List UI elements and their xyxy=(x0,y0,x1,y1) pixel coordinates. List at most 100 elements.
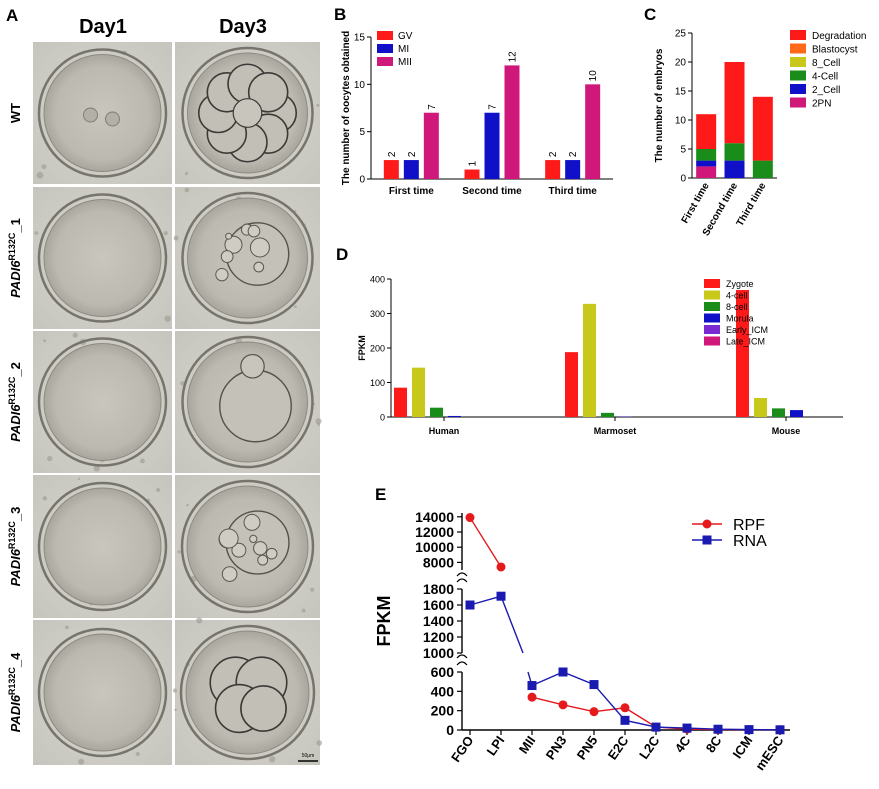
debris-speck xyxy=(310,587,315,592)
zona-pellucida xyxy=(37,627,168,758)
y-tick-label: 200 xyxy=(431,703,455,719)
legend-swatch xyxy=(704,279,720,288)
bar-zygote xyxy=(565,352,578,417)
micrograph-tile-r5-c2 xyxy=(172,617,323,765)
point-rpf xyxy=(558,700,568,710)
y-tick-label: 5 xyxy=(359,127,365,138)
row-label-4: PADI6R132C_3 xyxy=(7,507,23,587)
legend-label: Morula xyxy=(726,314,754,324)
blastomere xyxy=(232,98,263,128)
x-tick-label: Human xyxy=(429,426,460,436)
point-rna xyxy=(527,681,537,691)
bar-gv xyxy=(383,160,399,179)
y-tick-label: 400 xyxy=(370,275,385,285)
legend-swatch xyxy=(377,44,393,53)
point-rna xyxy=(744,725,754,735)
x-tick-label: Third time xyxy=(735,181,769,229)
fragment xyxy=(249,237,270,258)
x-tick-label: 8C xyxy=(703,733,725,756)
debris-speck xyxy=(180,381,185,386)
bar-4-cell xyxy=(412,367,425,417)
panel-b-letter: B xyxy=(334,5,346,24)
zona-pellucida xyxy=(37,481,168,612)
row-label-gene: PADI6 xyxy=(8,694,23,732)
y-tick-label: 5 xyxy=(680,145,686,156)
y-tick-label: 12000 xyxy=(415,524,454,540)
fragment xyxy=(224,235,243,254)
y-tick-label: 0 xyxy=(680,174,686,185)
row-label-gene: PADI6 xyxy=(8,548,23,586)
y-tick-label: 100 xyxy=(370,378,385,388)
y-tick-label: 14000 xyxy=(415,509,454,525)
y-tick-label: 10 xyxy=(354,80,366,91)
legend-swatch xyxy=(377,57,393,66)
debris-speck xyxy=(42,496,48,501)
cytoplasm xyxy=(43,633,162,752)
panel-c-letter: C xyxy=(644,5,656,24)
y-tick-label: 20 xyxy=(675,58,687,69)
legend-swatch xyxy=(790,97,806,108)
y-tick-label: 1200 xyxy=(423,629,454,645)
zona-pellucida xyxy=(179,624,316,761)
row-label-suffix: _1 xyxy=(8,218,23,233)
axis-break-mark xyxy=(456,661,468,666)
legend-label: 8-cell xyxy=(726,302,748,312)
legend-label: 8_Cell xyxy=(812,58,840,69)
legend-swatch xyxy=(790,30,806,40)
point-rna xyxy=(713,724,723,734)
stack-4-cell xyxy=(724,143,745,161)
row-label-superscript: R132C xyxy=(7,521,17,550)
x-tick-label: LPI xyxy=(484,733,508,758)
point-rna xyxy=(620,715,630,725)
debris-speck xyxy=(315,418,322,425)
micrograph-tile-r3-c1 xyxy=(33,331,172,473)
debris-speck xyxy=(41,164,47,170)
data-label: 7 xyxy=(427,104,438,110)
legend-swatch xyxy=(790,57,806,67)
legend-label: 4-Cell xyxy=(812,72,838,83)
bar-4-cell xyxy=(754,398,767,417)
debris-speck xyxy=(174,708,177,712)
row-label-superscript: R132C xyxy=(7,376,17,405)
data-label: 2 xyxy=(387,151,398,157)
debris-speck xyxy=(140,458,145,464)
y-tick-label: 10000 xyxy=(415,539,454,555)
panel-d-letter: D xyxy=(336,245,348,264)
row-label-gene: WT xyxy=(8,103,23,123)
fragment xyxy=(220,250,234,263)
y-tick-label: 15 xyxy=(354,33,366,44)
stack-4-cell xyxy=(752,160,773,178)
point-rna xyxy=(496,591,506,601)
x-tick-label: PN3 xyxy=(543,733,570,762)
fragment xyxy=(257,554,269,566)
row-label-gene: PADI6 xyxy=(8,404,23,442)
legend-swatch xyxy=(790,43,806,54)
bar-zygote xyxy=(394,387,407,417)
debris-speck xyxy=(156,487,161,493)
micrograph-tile-r1-c1 xyxy=(33,42,172,184)
fragment xyxy=(243,513,261,531)
panel-e-letter: E xyxy=(375,485,386,504)
debris-speck xyxy=(164,315,171,322)
zona-pellucida xyxy=(181,335,314,469)
data-label: 2 xyxy=(548,151,559,157)
bar-zygote xyxy=(736,290,749,417)
debris-speck xyxy=(163,231,168,236)
blastomere xyxy=(240,685,287,732)
legend-swatch xyxy=(704,325,720,334)
stack-2-cell xyxy=(724,160,745,178)
x-tick-label: Third time xyxy=(548,186,597,197)
y-tick-label: 200 xyxy=(370,344,385,354)
fragment xyxy=(218,528,239,549)
point-rna xyxy=(775,725,785,735)
debris-speck xyxy=(301,608,306,613)
debris-speck xyxy=(47,456,53,462)
debris-speck xyxy=(317,423,321,426)
cytoplasm xyxy=(43,343,162,461)
debris-speck xyxy=(172,688,178,693)
legend-swatch xyxy=(790,70,806,81)
bar-mi xyxy=(403,160,419,179)
axis-break-mark xyxy=(456,578,468,583)
micrograph-tile-r4-c1 xyxy=(33,475,172,618)
